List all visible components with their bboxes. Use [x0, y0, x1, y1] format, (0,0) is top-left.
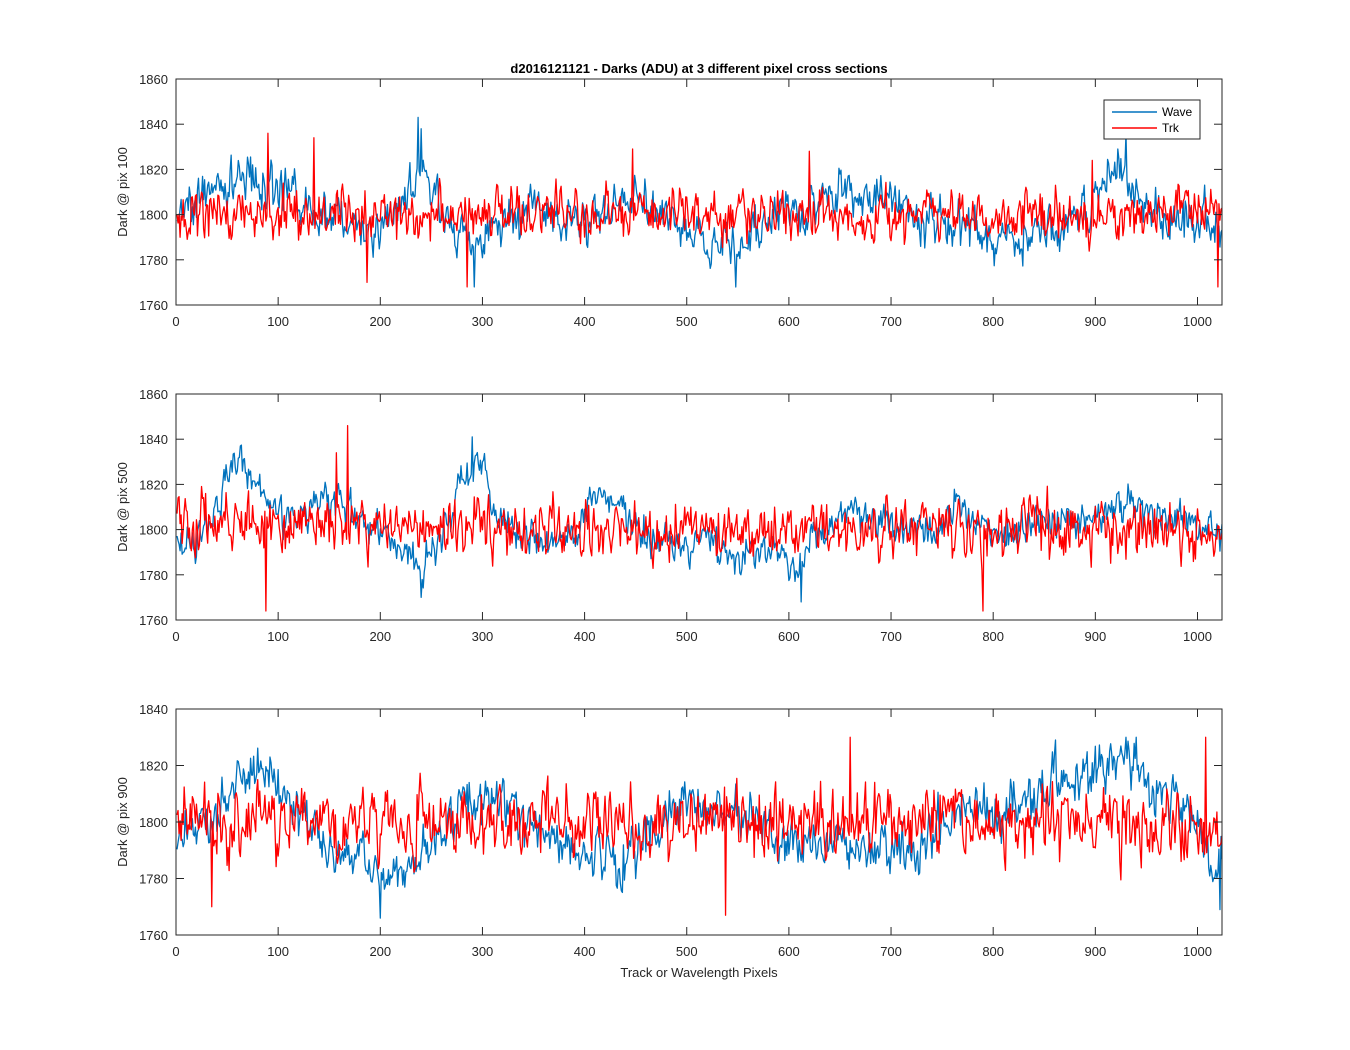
x-tick-label: 0 — [172, 944, 179, 959]
y-tick-label: 1780 — [139, 568, 168, 583]
x-tick-label: 900 — [1084, 629, 1106, 644]
y-axis-label: Dark @ pix 900 — [115, 777, 130, 867]
x-tick-label: 500 — [676, 314, 698, 329]
x-tick-label: 300 — [472, 944, 494, 959]
x-tick-label: 0 — [172, 629, 179, 644]
panel-pix-100: 0 100 200 300 400 500 600 700 800 900 1000 1760 1780… — [115, 72, 1223, 329]
x-tick-label: 500 — [676, 944, 698, 959]
x-tick-label: 100 — [267, 629, 289, 644]
y-tick-label: 1840 — [139, 117, 168, 132]
y-tick-label: 1840 — [139, 432, 168, 447]
legend-trk-label: Trk — [1162, 121, 1180, 135]
x-tick-label: 900 — [1084, 944, 1106, 959]
y-tick-label: 1860 — [139, 387, 168, 402]
x-tick-label: 1000 — [1183, 944, 1212, 959]
x-tick-label: 600 — [778, 629, 800, 644]
y-tick-label: 1800 — [139, 523, 168, 538]
series-line-trk — [176, 424, 1222, 612]
x-axis-label: Track or Wavelength Pixels — [620, 965, 778, 980]
y-tick-label: 1780 — [139, 253, 168, 268]
y-tick-label: 1760 — [139, 928, 168, 943]
y-tick-label: 1840 — [139, 702, 168, 717]
x-tick-label: 200 — [369, 314, 391, 329]
y-tick-label: 1820 — [139, 477, 168, 492]
legend-wave-label: Wave — [1162, 105, 1193, 119]
x-tick-label: 300 — [472, 314, 494, 329]
x-tick-label: 1000 — [1183, 314, 1212, 329]
x-tick-label: 400 — [574, 314, 596, 329]
x-tick-label: 200 — [369, 629, 391, 644]
x-tick-label: 800 — [982, 629, 1004, 644]
x-tick-label: 300 — [472, 629, 494, 644]
y-tick-label: 1780 — [139, 872, 168, 887]
x-tick-label: 700 — [880, 314, 902, 329]
chart-title: d2016121121 - Darks (ADU) at 3 different… — [510, 61, 887, 76]
x-tick-label: 400 — [574, 944, 596, 959]
x-tick-label: 400 — [574, 629, 596, 644]
axes-box — [175, 78, 1223, 306]
x-tick-label: 1000 — [1183, 629, 1212, 644]
legend: Wave Trk — [1103, 99, 1201, 140]
panel-pix-900: 0 100 200 300 400 500 600 700 800 900 1000 1760 1780… — [115, 702, 1223, 959]
x-tick-label: 900 — [1084, 314, 1106, 329]
x-tick-label: 200 — [369, 944, 391, 959]
series-line-trk — [176, 736, 1222, 916]
x-tick-label: 600 — [778, 944, 800, 959]
x-tick-label: 700 — [880, 629, 902, 644]
plot-area — [176, 394, 1222, 620]
y-tick-label: 1820 — [139, 162, 168, 177]
y-axis-label: Dark @ pix 100 — [115, 147, 130, 237]
x-tick-label: 0 — [172, 314, 179, 329]
x-tick-label: 800 — [982, 314, 1004, 329]
y-axis-label: Dark @ pix 500 — [115, 462, 130, 552]
x-tick-label: 100 — [267, 944, 289, 959]
y-tick-label: 1800 — [139, 815, 168, 830]
x-tick-label: 600 — [778, 314, 800, 329]
x-tick-label: 500 — [676, 629, 698, 644]
x-tick-label: 700 — [880, 944, 902, 959]
y-tick-label: 1760 — [139, 298, 168, 313]
x-tick-label: 100 — [267, 314, 289, 329]
series-line-trk — [176, 132, 1222, 288]
y-tick-label: 1820 — [139, 759, 168, 774]
y-tick-label: 1760 — [139, 613, 168, 628]
x-tick-label: 800 — [982, 944, 1004, 959]
y-tick-label: 1860 — [139, 72, 168, 87]
axes-box — [175, 393, 1223, 621]
y-tick-label: 1800 — [139, 208, 168, 223]
plot-area — [176, 79, 1222, 305]
legend-box — [1103, 99, 1201, 140]
panel-pix-500: 0 100 200 300 400 500 600 700 800 900 1000 1760 1780… — [115, 387, 1223, 644]
